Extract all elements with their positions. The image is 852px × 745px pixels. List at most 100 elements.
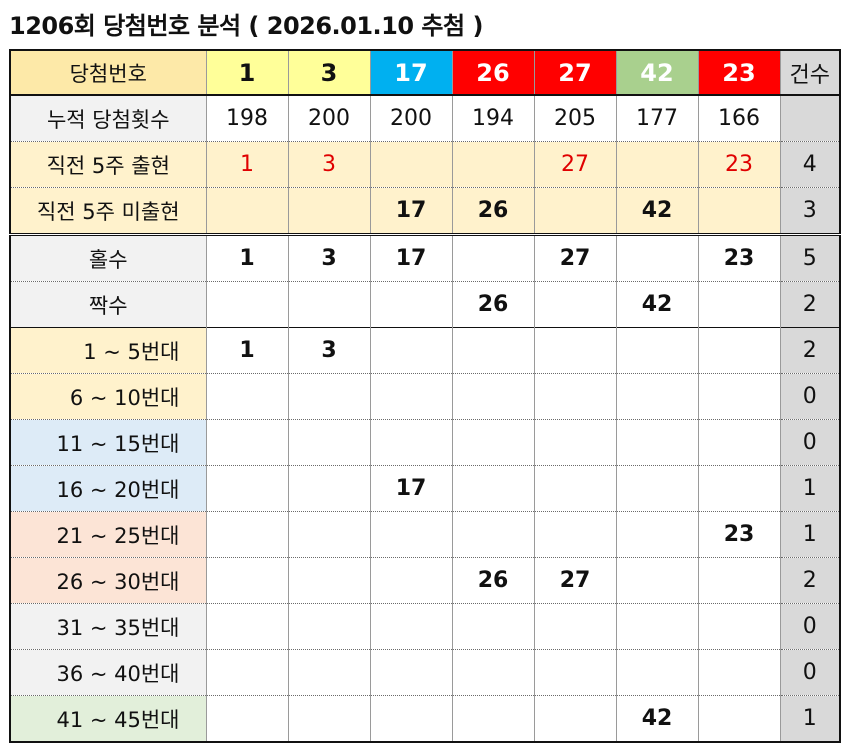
row-label: 26 ~ 30번대	[9, 557, 207, 604]
cell-5	[533, 187, 617, 235]
cell-7: 23	[697, 511, 781, 558]
cell-1	[205, 603, 289, 650]
row-label: 누적 당첨횟수	[9, 94, 207, 142]
cell-6	[615, 373, 699, 420]
cell-6	[615, 419, 699, 466]
cell-2: 3	[287, 233, 371, 282]
cell-6: 42	[615, 695, 699, 743]
cell-2: 3	[287, 327, 371, 374]
cell-1: 1	[205, 141, 289, 188]
cell-6: 42	[615, 281, 699, 328]
cell-1: 1	[205, 327, 289, 374]
row-label: 41 ~ 45번대	[9, 695, 207, 743]
cell-6	[615, 511, 699, 558]
cell-4	[451, 233, 535, 282]
range-row: 31 ~ 35번대 0	[9, 603, 841, 650]
analysis-table: 당첨번호 1 3 17 26 27 42 23 건수 누적 당첨횟수 198 200…	[9, 49, 841, 743]
cell-1	[205, 465, 289, 512]
count-cell: 4	[779, 141, 841, 188]
count-cell: 0	[779, 373, 841, 420]
cell-1	[205, 281, 289, 328]
cell-4: 26	[451, 187, 535, 235]
cell-2	[287, 465, 371, 512]
cell-3: 17	[369, 465, 453, 512]
cell-7: 23	[697, 233, 781, 282]
count-cell: 1	[779, 465, 841, 512]
cell-5	[533, 695, 617, 743]
cell-2	[287, 419, 371, 466]
cell-1	[205, 557, 289, 604]
cell-3	[369, 649, 453, 696]
row-label: 11 ~ 15번대	[9, 419, 207, 466]
range-row: 16 ~ 20번대 17 1	[9, 465, 841, 512]
cell-4: 26	[451, 557, 535, 604]
ball-3: 17	[369, 49, 453, 96]
recent5-appeared-row: 직전 5주 출현 1 3 27 23 4	[9, 141, 841, 188]
count-cell: 1	[779, 695, 841, 743]
cell-3	[369, 281, 453, 328]
cell-4	[451, 373, 535, 420]
cell-7	[697, 695, 781, 743]
cell-7	[697, 419, 781, 466]
range-row: 26 ~ 30번대 26 27 2	[9, 557, 841, 604]
cell-5	[533, 373, 617, 420]
cell-3	[369, 511, 453, 558]
cell-4	[451, 603, 535, 650]
cell-1	[205, 187, 289, 235]
range-row: 11 ~ 15번대 0	[9, 419, 841, 466]
cell-1	[205, 511, 289, 558]
cell-7	[697, 373, 781, 420]
cell-5: 27	[533, 141, 617, 188]
page-title: 1206회 당첨번호 분석 ( 2026.01.10 추첨 )	[9, 12, 483, 40]
odd-row: 홀수 1 3 17 27 23 5	[9, 233, 841, 282]
row-label: 짝수	[9, 281, 207, 328]
ball-6: 42	[615, 49, 699, 96]
count-cell: 2	[779, 557, 841, 604]
cell-5: 205	[533, 94, 617, 142]
ball-5: 27	[533, 49, 617, 96]
count-cell: 3	[779, 187, 841, 235]
row-label: 16 ~ 20번대	[9, 465, 207, 512]
cell-4: 194	[451, 94, 535, 142]
cell-7	[697, 187, 781, 235]
cell-4	[451, 327, 535, 374]
cell-4	[451, 695, 535, 743]
count-cell	[779, 94, 841, 142]
cell-6	[615, 141, 699, 188]
cell-5	[533, 419, 617, 466]
cell-3	[369, 557, 453, 604]
cell-2	[287, 649, 371, 696]
cell-3	[369, 141, 453, 188]
cell-6	[615, 327, 699, 374]
cell-7	[697, 465, 781, 512]
header-label: 당첨번호	[9, 49, 207, 96]
cell-5: 27	[533, 557, 617, 604]
count-cell: 0	[779, 649, 841, 696]
row-label: 직전 5주 미출현	[9, 187, 207, 235]
bonus-ball: 23	[697, 49, 781, 96]
cell-3	[369, 603, 453, 650]
cell-1	[205, 649, 289, 696]
cell-7	[697, 281, 781, 328]
ball-4: 26	[451, 49, 535, 96]
cell-7: 166	[697, 94, 781, 142]
cumulative-row: 누적 당첨횟수 198 200 200 194 205 177 166	[9, 94, 841, 142]
count-cell: 2	[779, 281, 841, 328]
range-row: 6 ~ 10번대 0	[9, 373, 841, 420]
row-label: 1 ~ 5번대	[9, 327, 207, 374]
cell-7	[697, 327, 781, 374]
count-cell: 0	[779, 419, 841, 466]
range-row: 1 ~ 5번대 1 3 2	[9, 327, 841, 374]
count-cell: 5	[779, 233, 841, 282]
cell-3	[369, 695, 453, 743]
count-cell: 1	[779, 511, 841, 558]
row-label: 36 ~ 40번대	[9, 649, 207, 696]
ball-2: 3	[287, 49, 371, 96]
cell-1: 198	[205, 94, 289, 142]
cell-5	[533, 511, 617, 558]
cell-2	[287, 557, 371, 604]
cell-2	[287, 187, 371, 235]
cell-3	[369, 419, 453, 466]
cell-3	[369, 327, 453, 374]
cell-2: 200	[287, 94, 371, 142]
